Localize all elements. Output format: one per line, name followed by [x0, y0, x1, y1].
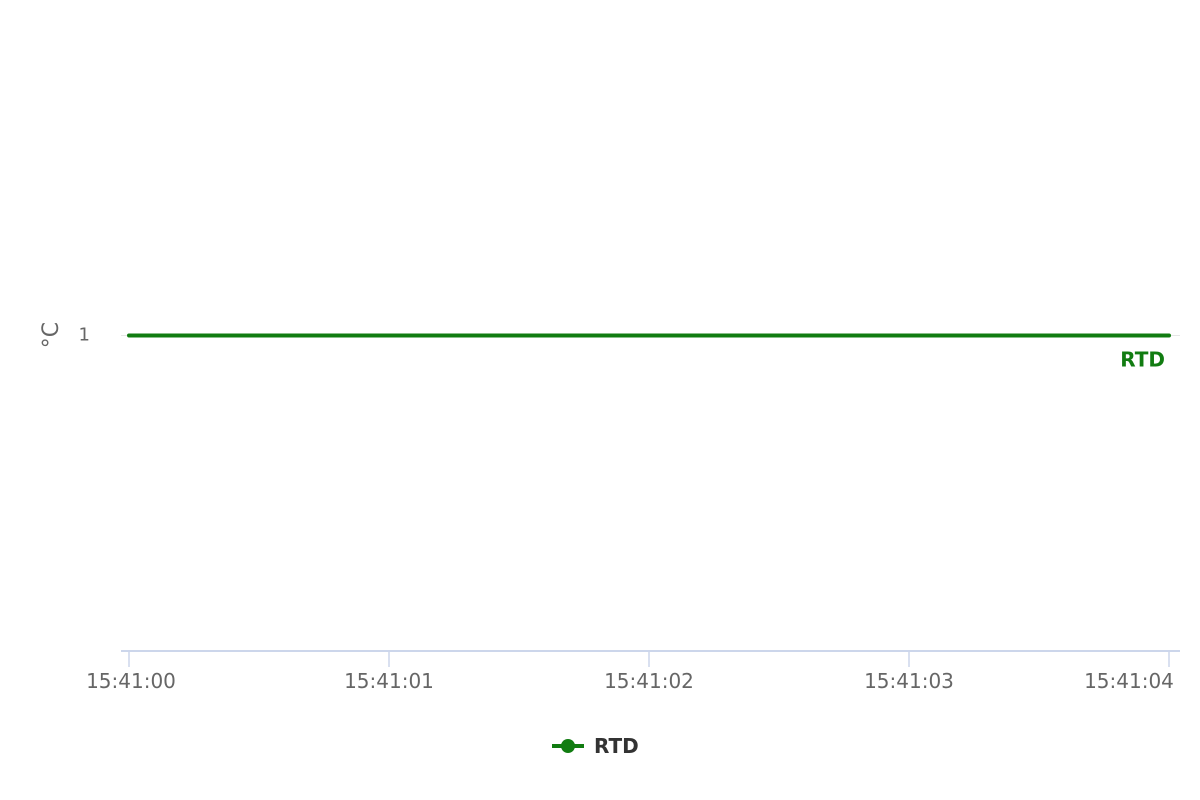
- x-tick-label: 15:41:00: [86, 669, 176, 693]
- series-end-label: RTD: [1120, 348, 1165, 372]
- x-tick-label: 15:41:02: [604, 669, 694, 693]
- legend-marker-symbol: [561, 739, 575, 753]
- x-tick-label: 15:41:01: [344, 669, 434, 693]
- y-tick-label: 1: [79, 325, 90, 346]
- x-tick-label: 15:41:04: [1084, 669, 1174, 693]
- y-axis-title: °C: [39, 322, 64, 348]
- x-axis-ticks: 15:41:00 15:41:01 15:41:02 15:41:03 15:41:04: [86, 651, 1174, 693]
- legend-label[interactable]: RTD: [594, 734, 639, 758]
- series-layer: [127, 333, 1171, 338]
- x-tick-label: 15:41:03: [864, 669, 954, 693]
- legend[interactable]: RTD: [552, 734, 639, 758]
- y-axis-ticks: 1: [79, 325, 90, 346]
